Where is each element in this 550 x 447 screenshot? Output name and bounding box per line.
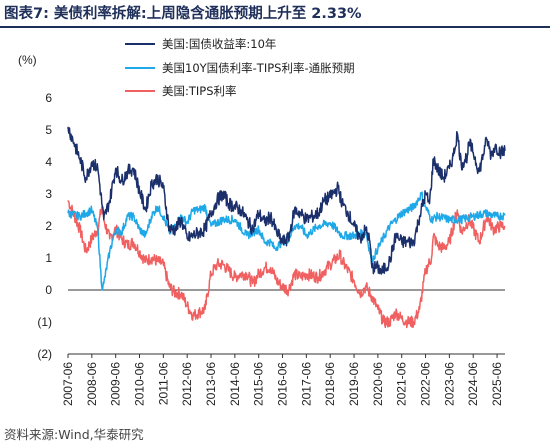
y-tick-label: 2	[45, 219, 52, 233]
x-tick-label: 2014-06	[228, 362, 242, 406]
legend: 美国:国债收益率:10年美国10Y国债利率-TIPS利率-通胀预期美国:TIPS…	[125, 37, 355, 98]
x-tick-label: 2010-06	[133, 362, 147, 406]
x-tick-label: 2019-06	[347, 362, 361, 406]
y-tick-label: (1)	[37, 315, 52, 329]
y-tick-label: 1	[45, 251, 52, 265]
x-tick-label: 2016-06	[276, 362, 290, 406]
axis-layer: (%) (2) (1) 0 1 2 3 4 5 6 2007-06 2008-06 2009-06 201…	[18, 53, 505, 406]
x-tick-label: 2020-06	[371, 362, 385, 406]
x-tick-label: 2007-06	[61, 362, 75, 406]
x-tick-label: 2015-06	[252, 362, 266, 406]
y-tick-label: (2)	[37, 347, 52, 361]
x-tick-label: 2011-06	[156, 362, 170, 405]
y-tick-label: 0	[45, 283, 52, 297]
x-tick-label: 2025-06	[490, 362, 504, 406]
title-rule	[0, 26, 550, 28]
y-tick-label: 5	[45, 123, 52, 137]
series-line-0	[67, 126, 506, 275]
chart: (%) (2) (1) 0 1 2 3 4 5 6 2007-06 2008-06 2009-06 201…	[18, 37, 506, 406]
x-tick-label: 2008-06	[85, 362, 99, 406]
x-tick-label: 2009-06	[109, 362, 123, 406]
series-line-2	[67, 200, 506, 329]
x-tick-label: 2017-06	[299, 362, 313, 406]
y-tick-label: 6	[45, 91, 52, 105]
x-tick-label: 2021-06	[395, 362, 409, 406]
x-tick-label: 2022-06	[419, 362, 433, 406]
legend-label: 美国10Y国债利率-TIPS利率-通胀预期	[162, 61, 355, 75]
legend-label: 美国:TIPS利率	[162, 84, 237, 98]
series-layer	[67, 126, 506, 329]
x-tick-label: 2013-06	[204, 362, 218, 406]
y-tick-label: 4	[45, 155, 52, 169]
x-tick-label: 2018-06	[323, 362, 337, 406]
x-tick-label: 2023-06	[442, 362, 456, 406]
legend-label: 美国:国债收益率:10年	[162, 37, 276, 51]
y-axis-unit: (%)	[18, 53, 37, 67]
x-tick-label: 2012-06	[180, 362, 194, 406]
source-note: 资料来源:Wind,华泰研究	[4, 427, 144, 442]
y-tick-label: 3	[45, 187, 52, 201]
chart-title: 图表7: 美债利率拆解:上周隐含通胀预期上升至 2.33%	[4, 6, 362, 22]
x-tick-label: 2024-06	[466, 362, 480, 406]
